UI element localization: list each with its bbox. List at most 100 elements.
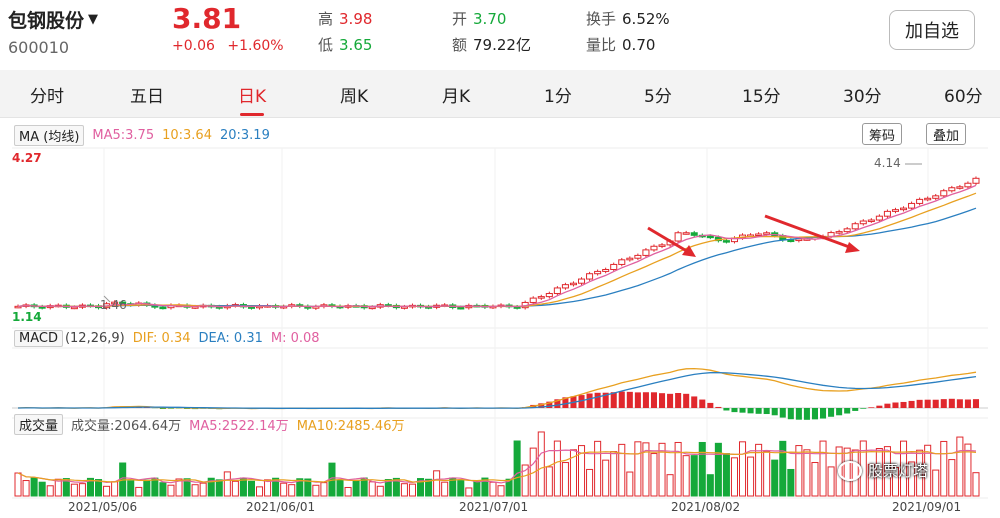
volume-bar: [650, 453, 658, 497]
macd-bar: [908, 400, 915, 408]
volume-bar: [900, 440, 908, 497]
volume-ma10-line: [17, 450, 977, 483]
candle-body: [851, 223, 859, 230]
candle-body: [883, 210, 891, 217]
volume-bar: [400, 483, 408, 497]
volume-bar: [634, 441, 642, 497]
stock-code: 600010: [8, 38, 70, 57]
candle-body: [586, 273, 594, 280]
macd-bar: [852, 408, 859, 411]
macd-bar: [626, 391, 633, 408]
add-to-watchlist-button[interactable]: 加自选: [889, 10, 975, 50]
volume-bar: [916, 449, 924, 497]
tab-intraday[interactable]: 分时: [30, 87, 64, 107]
tab-daily-k[interactable]: 日K: [238, 82, 266, 116]
volume-bar: [167, 484, 175, 497]
volume-bar: [827, 466, 835, 497]
volume-bar: [231, 480, 239, 497]
macd-bar: [538, 403, 545, 408]
volume-bar: [642, 442, 650, 497]
volume-bar: [739, 441, 747, 497]
volume-bar: [537, 431, 545, 497]
volume-bar: [223, 471, 231, 497]
macd-bar: [618, 391, 625, 408]
volume-legend: 成交量 成交量:2064.64万 MA5:2522.14万 MA10:2485.…: [14, 414, 404, 435]
candle-body: [956, 186, 964, 189]
watermark: 股票灯塔: [838, 460, 928, 481]
candle-body: [908, 202, 916, 209]
ma-indicator-selector[interactable]: MA (均线): [14, 125, 85, 146]
dea-value: DEA: 0.31: [198, 331, 263, 346]
volume-bar: [908, 461, 916, 497]
macd-bar: [755, 408, 762, 414]
volume-bar: [755, 443, 763, 497]
macd-bar: [868, 407, 875, 408]
tab-five-day[interactable]: 五日: [130, 87, 164, 107]
volume-bar: [175, 478, 183, 497]
volume-bar: [956, 436, 964, 497]
tab-weekly-k[interactable]: 周K: [340, 87, 369, 107]
volume-bar: [795, 445, 803, 497]
stat-high: 高 3.98: [318, 10, 373, 28]
volume-bars: [14, 431, 980, 497]
candle-body: [964, 182, 972, 188]
volume-ma10-value: MA10:2485.46万: [296, 419, 405, 434]
volume-bar: [779, 440, 787, 497]
volume-bar: [280, 482, 288, 497]
volume-bar: [425, 478, 433, 497]
macd-legend: MACD (12,26,9) DIF: 0.34 DEA: 0.31 M: 0.…: [14, 330, 320, 347]
tab-5min[interactable]: 5分: [644, 87, 672, 107]
candle-body: [537, 296, 545, 299]
stock-name-selector[interactable]: 包钢股份 ▼: [8, 6, 98, 33]
tab-30min[interactable]: 30分: [843, 87, 882, 107]
macd-indicator-selector[interactable]: MACD: [14, 330, 63, 347]
macd-bar: [844, 408, 851, 414]
macd-bar: [667, 393, 674, 408]
candle-body: [859, 220, 867, 225]
candle-body: [626, 257, 634, 261]
candle-body: [843, 228, 851, 233]
volume-bar: [714, 442, 722, 497]
price-axis-bottom: 1.14: [12, 310, 42, 324]
volume-bar: [368, 481, 376, 497]
min-price-label: 1.46: [100, 298, 127, 312]
volume-bar: [103, 485, 111, 497]
volume-bar: [46, 485, 54, 497]
candle-body: [610, 263, 618, 270]
tab-15min[interactable]: 15分: [742, 87, 781, 107]
volume-bar: [312, 484, 320, 497]
ma10-value: 10:3.64: [162, 128, 212, 143]
stat-open: 开 3.70: [452, 10, 507, 28]
macd-bar: [795, 408, 802, 420]
volume-bar: [215, 479, 223, 497]
volume-bar: [787, 468, 795, 497]
candle-body: [674, 232, 682, 242]
date-label: 2021/05/06: [68, 500, 138, 514]
volume-bar: [336, 479, 344, 497]
price-change: +0.06 +1.60%: [172, 38, 292, 54]
overlay-button[interactable]: 叠加: [926, 123, 967, 145]
max-price-label: 4.14: [874, 156, 901, 170]
change-amount: +0.06: [172, 38, 215, 54]
ma5-value: MA5:3.75: [92, 128, 155, 143]
volume-bar: [151, 477, 159, 497]
tab-60min[interactable]: 60分: [944, 87, 983, 107]
macd-m-value: M: 0.08: [270, 331, 320, 346]
volume-bar: [272, 477, 280, 497]
tab-monthly-k[interactable]: 月K: [442, 87, 471, 107]
tab-1min[interactable]: 1分: [544, 87, 572, 107]
volume-indicator-selector[interactable]: 成交量: [14, 414, 64, 435]
price-markers: [103, 163, 922, 303]
stock-name: 包钢股份: [8, 10, 85, 32]
volume-value: 成交量:2064.64万: [71, 419, 182, 434]
candle-body: [457, 306, 465, 310]
chip-distribution-button[interactable]: 筹码: [862, 123, 903, 145]
volume-bar: [924, 444, 932, 497]
kline-chart[interactable]: [0, 118, 1000, 518]
volume-bar: [594, 440, 602, 497]
volume-bar: [618, 443, 626, 497]
macd-bar: [659, 393, 666, 408]
volume-bar: [38, 481, 46, 497]
volume-bar: [803, 449, 811, 497]
